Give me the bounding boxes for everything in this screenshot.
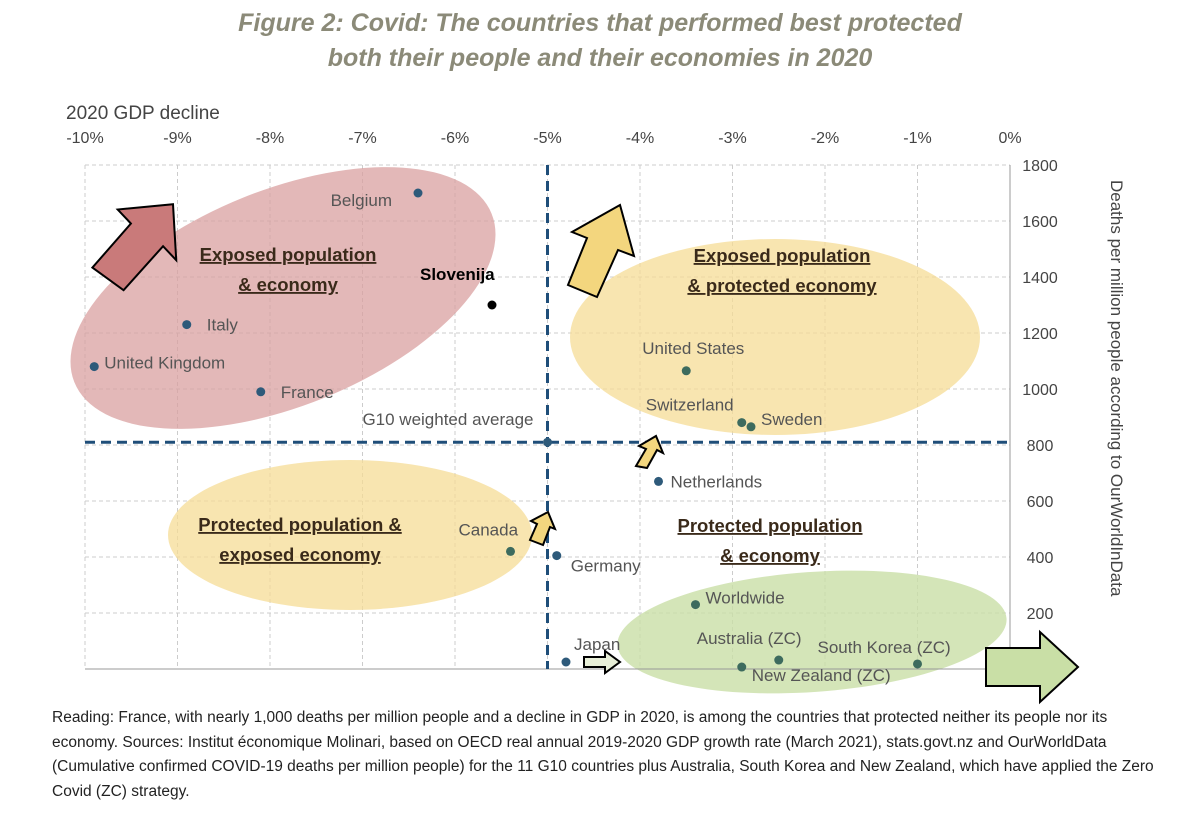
point-label: South Korea (ZC) bbox=[818, 638, 951, 657]
data-point bbox=[913, 659, 922, 669]
y-tick-label: 1000 bbox=[1022, 382, 1058, 399]
y-tick-label: 1400 bbox=[1022, 270, 1058, 287]
data-point bbox=[737, 418, 747, 428]
point-label: Worldwide bbox=[706, 589, 785, 608]
point-label: Japan bbox=[574, 635, 620, 654]
yellow-region-bottom bbox=[168, 460, 532, 610]
arrow-right-small-icon bbox=[583, 649, 622, 675]
red-region bbox=[70, 167, 496, 429]
x-tick-label: -6% bbox=[441, 130, 469, 147]
quadrant-label: exposed economy bbox=[219, 544, 381, 565]
quadrant-label: Protected population bbox=[678, 515, 863, 536]
data-point bbox=[746, 422, 756, 432]
figure-title: Figure 2: Covid: The countries that perf… bbox=[0, 6, 1200, 76]
point-label: Canada bbox=[459, 520, 519, 539]
y-tick-label: 600 bbox=[1027, 494, 1054, 511]
x-tick-label: -7% bbox=[348, 130, 376, 147]
point-label: Australia (ZC) bbox=[697, 629, 802, 648]
x-tick-label: 0% bbox=[998, 130, 1021, 147]
quadrant-label: & economy bbox=[238, 274, 338, 295]
data-point bbox=[681, 366, 691, 376]
data-point bbox=[182, 320, 192, 330]
x-tick-label: -5% bbox=[533, 130, 561, 147]
data-point bbox=[89, 362, 99, 372]
data-point bbox=[774, 655, 784, 665]
y-axis-title: Deaths per million people according to O… bbox=[1107, 180, 1126, 597]
title-line-2: both their people and their economies in… bbox=[327, 44, 873, 72]
caption: Reading: France, with nearly 1,000 death… bbox=[52, 709, 1154, 800]
data-point bbox=[691, 600, 700, 610]
arrow-right-icon bbox=[985, 629, 1080, 705]
green-region bbox=[617, 570, 1007, 694]
data-point bbox=[506, 546, 515, 556]
data-point bbox=[413, 188, 423, 198]
data-point bbox=[654, 476, 663, 486]
arrow-up-small-icon bbox=[634, 434, 665, 470]
y-tick-label: 1200 bbox=[1022, 326, 1058, 343]
y-tick-label: 1800 bbox=[1022, 158, 1058, 175]
x-tick-label: -1% bbox=[903, 130, 931, 147]
quadrant-label: & economy bbox=[720, 545, 820, 566]
data-point bbox=[737, 662, 747, 672]
x-tick-label: -8% bbox=[256, 130, 284, 147]
point-label: France bbox=[281, 383, 334, 402]
point-label: Sweden bbox=[761, 410, 822, 429]
arrow-up-left-icon bbox=[90, 203, 178, 292]
y-tick-label: 800 bbox=[1027, 438, 1054, 455]
x-tick-label: -9% bbox=[163, 130, 191, 147]
y-tick-label: 200 bbox=[1027, 606, 1054, 623]
x-tick-label: -4% bbox=[626, 130, 654, 147]
point-label: United Kingdom bbox=[104, 354, 225, 373]
data-point bbox=[543, 437, 552, 447]
quadrant-label: Exposed population bbox=[694, 245, 871, 266]
point-label: Italy bbox=[207, 316, 239, 335]
title-line-1: Figure 2: Covid: The countries that perf… bbox=[238, 9, 962, 37]
point-label: Germany bbox=[571, 557, 641, 576]
yellow-region-top bbox=[570, 239, 980, 435]
quadrant-label: & protected economy bbox=[687, 275, 877, 296]
y-tick-label: 1600 bbox=[1022, 214, 1058, 231]
x-tick-label: -2% bbox=[811, 130, 839, 147]
point-label: New Zealand (ZC) bbox=[752, 666, 891, 685]
arrow-up-left-icon bbox=[566, 203, 636, 299]
point-label: United States bbox=[642, 339, 744, 358]
quadrant-label: Protected population & bbox=[198, 514, 402, 535]
y-tick-label: 400 bbox=[1027, 550, 1054, 567]
data-point bbox=[561, 657, 571, 667]
point-label: Switzerland bbox=[646, 396, 734, 415]
point-label: Belgium bbox=[331, 191, 392, 210]
x-tick-label: -3% bbox=[718, 130, 746, 147]
data-point bbox=[256, 387, 266, 397]
data-point bbox=[487, 300, 497, 310]
point-label: G10 weighted average bbox=[362, 410, 533, 429]
x-axis-title: 2020 GDP decline bbox=[66, 103, 220, 124]
point-label: Netherlands bbox=[671, 472, 763, 491]
point-label: Slovenija bbox=[420, 265, 495, 284]
quadrant-label: Exposed population bbox=[200, 244, 377, 265]
x-tick-label: -10% bbox=[66, 130, 103, 147]
arrow-up-small-icon bbox=[528, 510, 557, 547]
data-point bbox=[552, 551, 562, 561]
